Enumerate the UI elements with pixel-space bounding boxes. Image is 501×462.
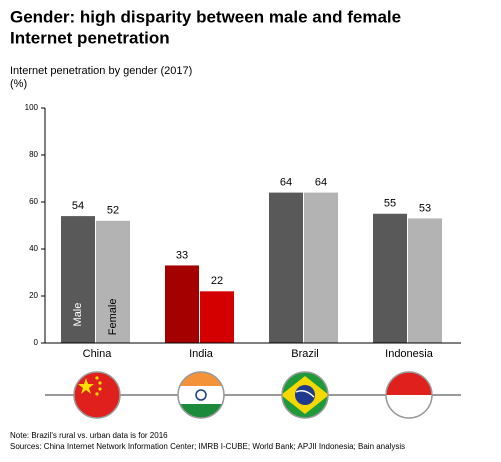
flag-ring xyxy=(73,371,121,419)
note: Note: Brazil's rural vs. urban data is f… xyxy=(10,431,168,440)
flag-ring xyxy=(177,371,225,419)
flag-ring xyxy=(385,371,433,419)
bar xyxy=(373,213,407,343)
bar xyxy=(96,220,130,343)
value-label: 53 xyxy=(419,202,431,214)
flag-china xyxy=(74,372,120,418)
chart-title: Gender: high disparity between male and … xyxy=(10,7,401,26)
legend-label: Male xyxy=(72,303,84,327)
chart-subtitle: Internet penetration by gender (2017) xyxy=(10,65,192,77)
y-tick-label: 20 xyxy=(29,291,38,300)
bar xyxy=(200,291,234,343)
unit-label: (%) xyxy=(10,78,27,90)
flag-brazil xyxy=(282,372,328,418)
flag-india xyxy=(178,372,224,418)
bar xyxy=(408,218,442,343)
bar xyxy=(61,216,95,343)
value-label: 55 xyxy=(384,198,396,210)
value-label: 54 xyxy=(72,200,84,212)
x-tick-label: China xyxy=(83,348,113,360)
y-tick-label: 40 xyxy=(29,244,38,253)
bar xyxy=(165,265,199,343)
y-tick-label: 0 xyxy=(34,338,39,347)
flags xyxy=(45,371,461,419)
x-tick-label: Indonesia xyxy=(385,348,434,360)
flag-indonesia xyxy=(386,372,432,418)
y-tick-label: 60 xyxy=(29,197,38,206)
x-tick-label: India xyxy=(189,348,214,360)
value-label: 33 xyxy=(176,249,188,261)
value-label: 22 xyxy=(211,275,223,287)
bar xyxy=(269,192,303,343)
value-label: 64 xyxy=(280,177,292,189)
chart-title: Internet penetration xyxy=(10,28,170,47)
legend-label: Female xyxy=(107,299,119,336)
bar xyxy=(304,192,338,343)
value-label: 52 xyxy=(107,205,119,217)
y-tick-label: 100 xyxy=(25,103,39,112)
flag-ring xyxy=(281,371,329,419)
value-label: 64 xyxy=(315,177,327,189)
sources: Sources: China Internet Network Informat… xyxy=(10,442,405,451)
x-tick-label: Brazil xyxy=(291,348,319,360)
y-tick-label: 80 xyxy=(29,150,38,159)
